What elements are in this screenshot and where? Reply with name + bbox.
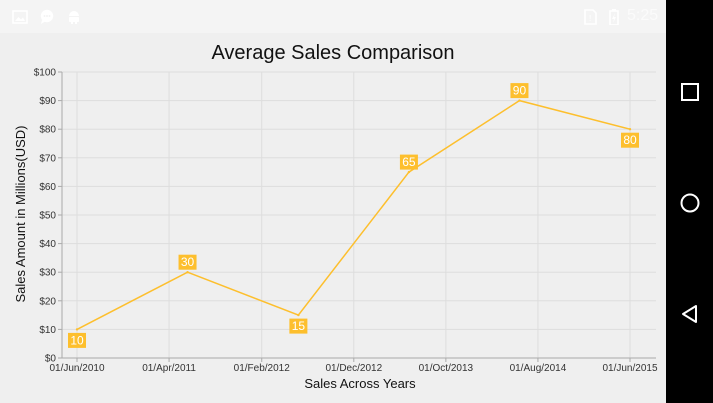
data-label-box: [399, 154, 418, 170]
svg-text:!: !: [589, 14, 591, 23]
y-tick-label: $70: [39, 153, 56, 164]
y-tick-label: $80: [39, 125, 56, 136]
data-point: [186, 271, 189, 274]
y-tick-label: $20: [39, 296, 56, 307]
y-axis-title: Sales Amount in Millions(USD): [13, 125, 28, 302]
data-label-text: 10: [70, 333, 84, 347]
y-axis-ticks: $0 $10 $20 $30 $40 $50 $60 $70 $80 $90 $100: [34, 68, 62, 365]
data-point: [297, 313, 300, 317]
data-label: 65: [399, 154, 418, 170]
back-button[interactable]: [666, 294, 713, 334]
data-label-box: [68, 332, 86, 348]
x-tick-label: 01/Oct/2013: [419, 363, 474, 374]
data-label-text: 15: [292, 319, 306, 333]
chat-icon: [39, 9, 55, 25]
navigation-bar: [666, 0, 713, 403]
data-label-text: 65: [402, 155, 416, 169]
y-tick-label: $0: [45, 354, 57, 365]
data-label: 10: [68, 332, 86, 348]
data-label-text: 90: [513, 84, 527, 98]
x-tick-label: 01/Feb/2012: [234, 363, 291, 374]
data-label-box: [289, 318, 308, 334]
series-line: [76, 99, 631, 331]
data-point: [407, 170, 411, 174]
x-tick-label: 01/Jun/2010: [49, 363, 104, 374]
y-tick-label: $50: [39, 211, 56, 222]
y-tick-label: $30: [39, 268, 56, 279]
data-label: 90: [510, 83, 529, 99]
y-tick-label: $40: [39, 239, 56, 250]
data-label-text: 80: [623, 133, 637, 147]
app-screen: ! 5:25 Average Sales Comparison $0 $10 $20…: [0, 0, 666, 391]
recent-apps-button[interactable]: [666, 72, 713, 112]
x-tick-label: 01/Apr/2011: [142, 363, 196, 374]
back-triangle-icon: [681, 305, 697, 323]
sim-no-service-icon: !: [582, 9, 598, 25]
data-label-box: [510, 83, 529, 99]
status-time: 5:25: [627, 7, 659, 24]
status-bar: ! 5:25: [0, 0, 666, 33]
chart-title: Average Sales Comparison: [211, 42, 454, 64]
square-icon: [680, 83, 699, 101]
data-label-text: 30: [181, 255, 195, 269]
data-point: [628, 128, 632, 131]
x-axis-ticks: 01/Jun/2010 01/Apr/2011 01/Feb/2012 01/Dec/…: [49, 358, 658, 374]
x-tick-label: 01/Aug/2014: [510, 363, 567, 374]
image-icon: [12, 9, 28, 25]
y-tick-label: $60: [39, 182, 56, 193]
y-tick-label: $10: [39, 325, 56, 336]
grid-lines: [62, 71, 656, 359]
data-labels: 10 30 15 65 90 80: [68, 83, 639, 348]
series-sales: [75, 99, 632, 331]
data-point: [518, 99, 521, 102]
data-label-box: [621, 132, 639, 148]
data-label: 15: [289, 318, 308, 334]
line-chart: Average Sales Comparison $0$10$20$30$40$…: [13, 42, 658, 391]
x-axis-title: Sales Across Years: [304, 376, 416, 391]
data-label: 80: [621, 132, 639, 148]
data-label: 30: [178, 254, 197, 270]
data-label-box: [178, 254, 197, 270]
circle-icon: [680, 193, 699, 213]
battery-icon: [606, 9, 622, 26]
x-tick-label: 01/Jun/2015: [602, 363, 657, 374]
y-tick-label: $100: [34, 68, 57, 79]
x-tick-label: 01/Dec/2012: [325, 363, 382, 374]
y-tick-label: $90: [39, 96, 56, 107]
android-icon: [66, 9, 82, 25]
home-button[interactable]: [666, 183, 713, 223]
data-point: [75, 328, 79, 331]
